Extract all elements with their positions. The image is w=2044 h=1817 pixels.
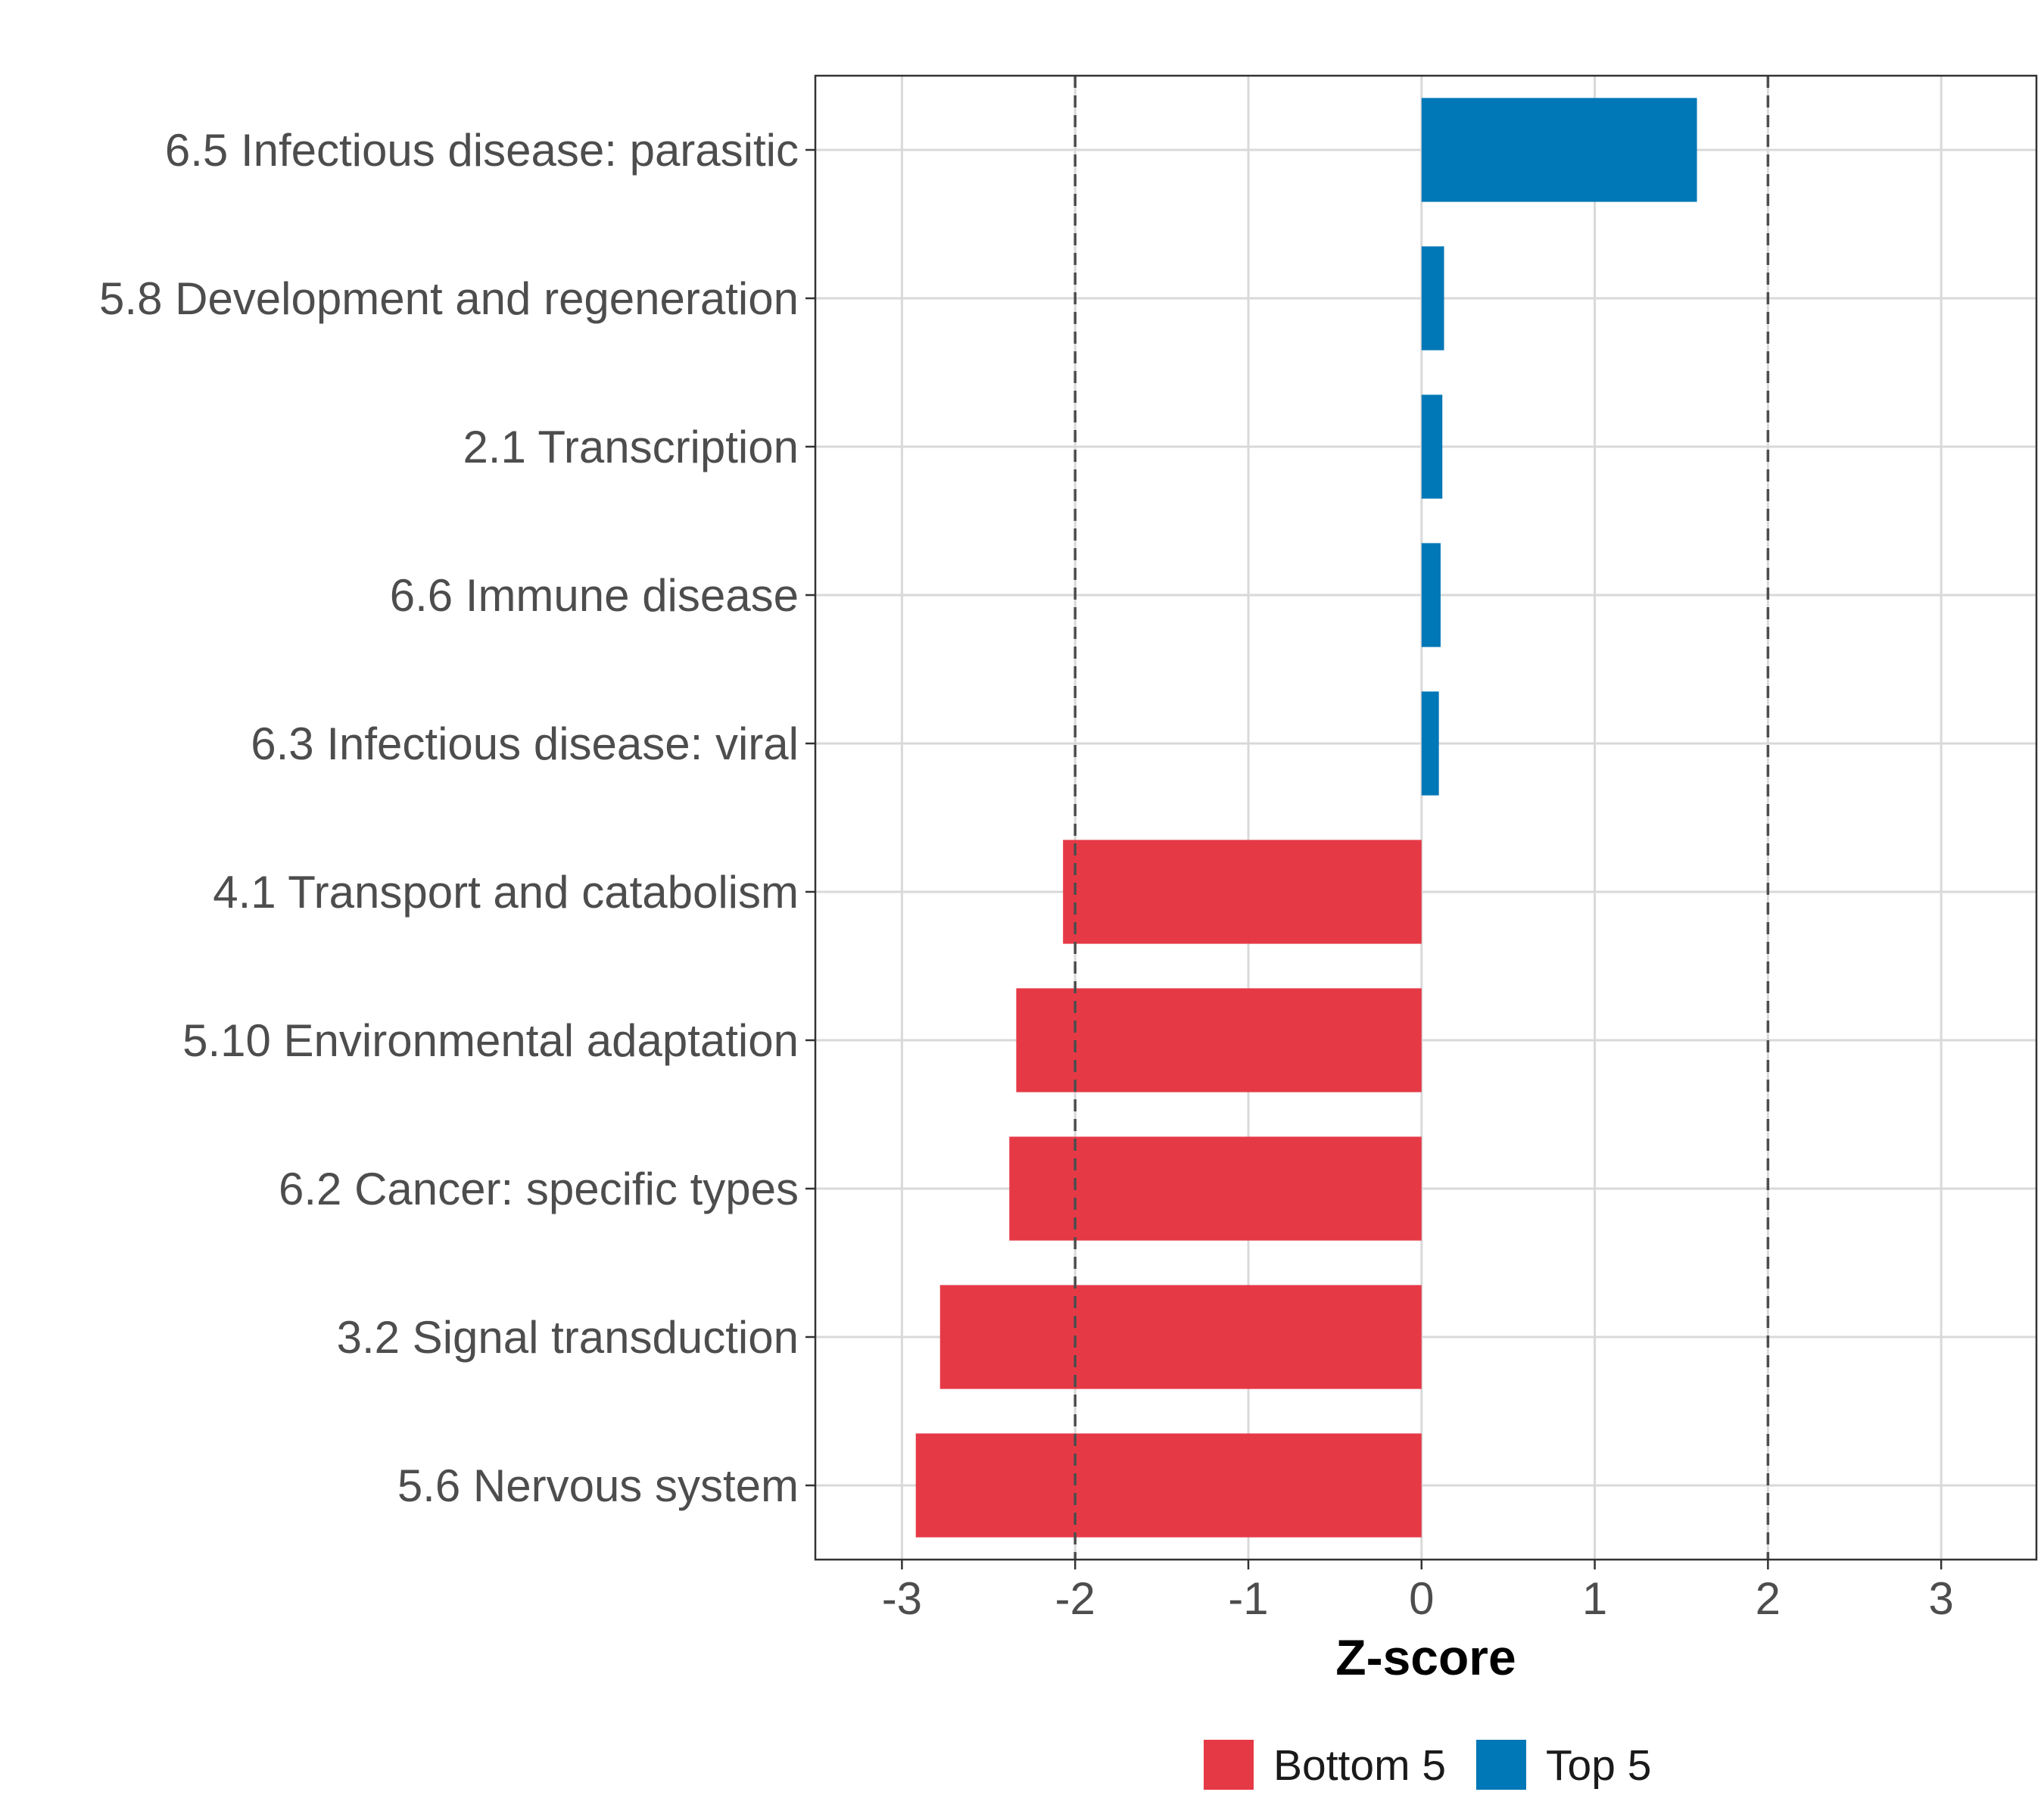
legend-key — [1476, 1740, 1526, 1790]
y-tick-label: 6.3 Infectious disease: viral — [251, 718, 799, 769]
x-tick-label: -1 — [1228, 1573, 1268, 1624]
bar-8 — [1009, 1136, 1422, 1241]
x-tick-label: 3 — [1928, 1573, 1953, 1624]
x-tick-label: 2 — [1756, 1573, 1781, 1624]
y-tick-label: 5.8 Development and regeneration — [99, 273, 799, 324]
bar-9 — [939, 1285, 1422, 1389]
x-tick-label: 0 — [1409, 1573, 1434, 1624]
bar-2 — [1421, 246, 1444, 351]
legend: Bottom 5 Top 5 — [1204, 1740, 1651, 1790]
y-tick-label: 2.1 Transcription — [463, 422, 799, 472]
bar-6 — [1063, 840, 1422, 944]
bar-4 — [1421, 543, 1441, 647]
x-tick-label: -2 — [1055, 1573, 1095, 1624]
y-axis: 6.5 Infectious disease: parasitic 5.8 Dev… — [99, 125, 815, 1511]
x-tick-label: 1 — [1582, 1573, 1607, 1624]
y-tick-label: 6.5 Infectious disease: parasitic — [165, 125, 799, 176]
bar-3 — [1421, 394, 1443, 499]
bar-10 — [915, 1433, 1422, 1538]
bar-7 — [1016, 988, 1422, 1092]
plot-panel-border — [814, 74, 2038, 1561]
legend-label: Bottom 5 — [1273, 1741, 1446, 1790]
x-axis-title: Z-score — [1335, 1629, 1516, 1685]
y-tick-label: 4.1 Transport and catabolism — [213, 867, 799, 918]
y-tick-label: 6.2 Cancer: specific types — [279, 1164, 799, 1214]
y-tick-label: 3.2 Signal transduction — [337, 1312, 799, 1363]
y-tick-label: 5.10 Environmental adaptation — [182, 1015, 799, 1066]
legend-label: Top 5 — [1546, 1741, 1651, 1790]
x-tick-label: -3 — [882, 1573, 922, 1624]
bar-1 — [1421, 98, 1697, 202]
reference-lines — [1073, 76, 1770, 1560]
bar-5 — [1421, 691, 1439, 796]
x-axis: -3 -2 -1 0 1 2 3 — [882, 1560, 1954, 1624]
legend-key — [1204, 1740, 1254, 1790]
bars — [915, 98, 1697, 1538]
y-tick-label: 5.6 Nervous system — [397, 1460, 799, 1511]
y-tick-label: 6.6 Immune disease — [390, 570, 799, 621]
